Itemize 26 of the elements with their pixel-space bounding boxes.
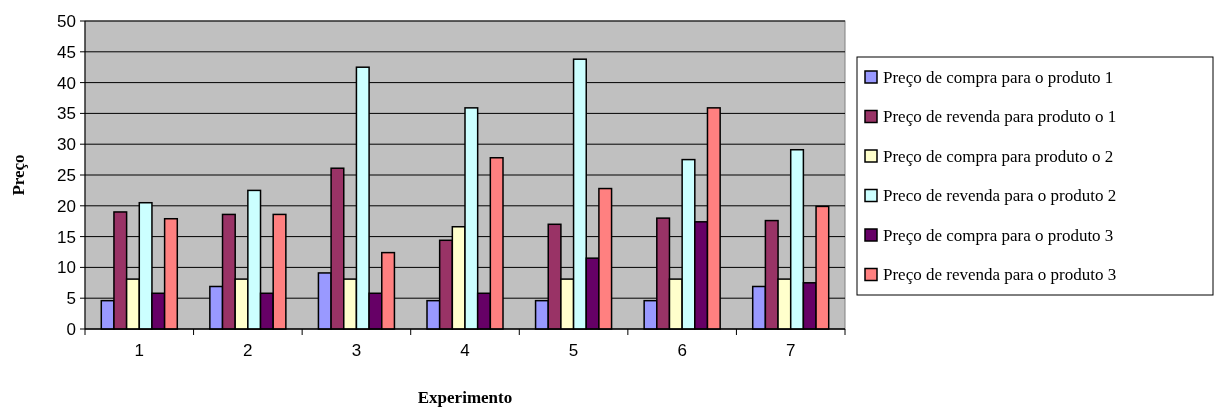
y-axis-title: Preço [9,154,28,196]
x-tick-label: 5 [568,341,579,360]
y-tick-label: 25 [57,165,76,185]
legend-label: Preço de revenda para produto o 1 [883,107,1117,127]
x-axis-title: Experimento [417,388,513,407]
legend-label: Preço de compra para produto o 2 [883,146,1114,166]
y-tick-label: 20 [57,196,76,216]
y-tick-label: 5 [66,289,76,309]
legend-label: Preço de compra para o produto 3 [883,225,1114,245]
y-tick-label: 35 [57,104,76,124]
y-tick-label: 30 [57,135,76,155]
legend-label: Preço de compra para o produto 1 [883,67,1114,87]
x-tick-label: 7 [785,341,796,360]
y-tick-label: 15 [57,227,76,247]
x-tick-label: 2 [243,341,253,360]
legend-label: Preco de revenda para o produto 2 [883,186,1117,206]
y-tick-label: 40 [57,73,76,93]
x-tick-label: 3 [351,341,362,360]
y-tick-label: 50 [57,11,76,31]
y-tick-label: 10 [57,258,76,278]
y-tick-label: 45 [57,42,76,62]
legend-label: Preço de revenda para o produto 3 [883,265,1117,285]
x-tick-label: 4 [460,341,470,360]
x-tick-label: 6 [677,341,687,360]
y-tick-label: 0 [66,319,76,339]
x-tick-label: 1 [134,341,145,360]
